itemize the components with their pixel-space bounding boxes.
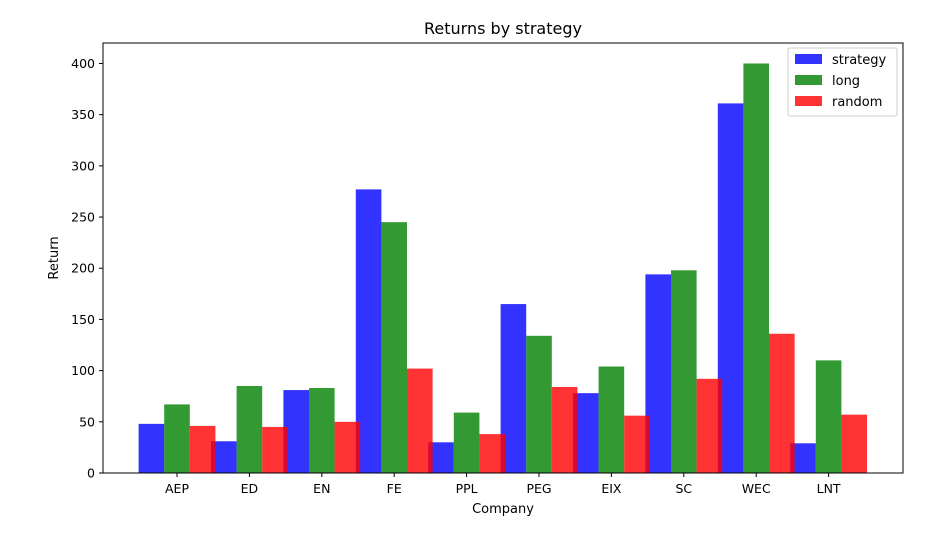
x-tick-label-ED: ED [241,481,259,496]
bar-random-LNT [841,414,867,473]
y-tick-label: 100 [71,363,95,378]
legend-label-long: long [832,74,860,89]
bar-strategy-AEP [138,423,165,473]
bar-random-PEG [551,387,578,473]
bar-long-WEC [743,63,769,473]
y-tick-label: 0 [87,466,95,481]
y-tick-label: 350 [71,107,95,122]
y-tick-label: 400 [71,56,95,71]
legend-label-strategy: strategy [832,53,887,68]
bar-random-PPL [479,434,505,473]
bar-random-SC [696,378,723,473]
plot-frame [102,42,904,474]
bars-group [138,63,867,474]
bar-long-PEG [526,335,552,473]
bar-random-WEC [769,333,795,473]
x-tick-label-EN: EN [313,481,330,496]
bar-long-ED [236,385,263,473]
legend: strategy long random [787,47,898,117]
bar-random-EN [334,421,361,473]
y-tick-label: 150 [71,312,95,327]
chart-title: Returns by strategy [424,19,582,38]
legend-swatch-long [795,75,822,85]
bar-long-LNT [815,360,842,473]
legend-swatch-strategy [795,54,822,64]
bar-random-FE [407,368,433,473]
bar-long-EN [309,388,335,473]
legend-label-random: random [832,95,882,110]
x-axis-label: Company [472,502,534,517]
x-tick-label-FE: FE [387,481,402,496]
y-tick-label: 200 [71,261,95,276]
x-tick-label-EIX: EIX [601,481,622,496]
y-axis: 0 50 100 150 200 250 300 350 400 [71,56,103,481]
bar-random-AEP [189,425,216,473]
y-tick-label: 250 [71,210,95,225]
x-axis: AEP ED EN FE PPL PEG EIX SC WEC LNT [165,473,841,496]
y-tick-label: 50 [79,414,95,429]
x-tick-label-PPL: PPL [456,481,478,496]
bar-long-FE [381,222,407,473]
bar-long-AEP [164,404,190,473]
x-tick-label-LNT: LNT [817,481,841,496]
x-tick-label-PEG: PEG [526,481,551,496]
x-tick-label-AEP: AEP [165,481,189,496]
y-tick-label: 300 [71,158,95,173]
bar-random-ED [262,426,288,473]
bar-long-PPL [453,412,480,473]
x-tick-label-WEC: WEC [742,481,771,496]
legend-swatch-random [795,96,822,106]
y-axis-label: Return [47,236,62,279]
x-tick-label-SC: SC [675,481,692,496]
bar-long-EIX [598,366,625,473]
bar-random-EIX [624,415,650,473]
bar-long-SC [671,270,697,473]
